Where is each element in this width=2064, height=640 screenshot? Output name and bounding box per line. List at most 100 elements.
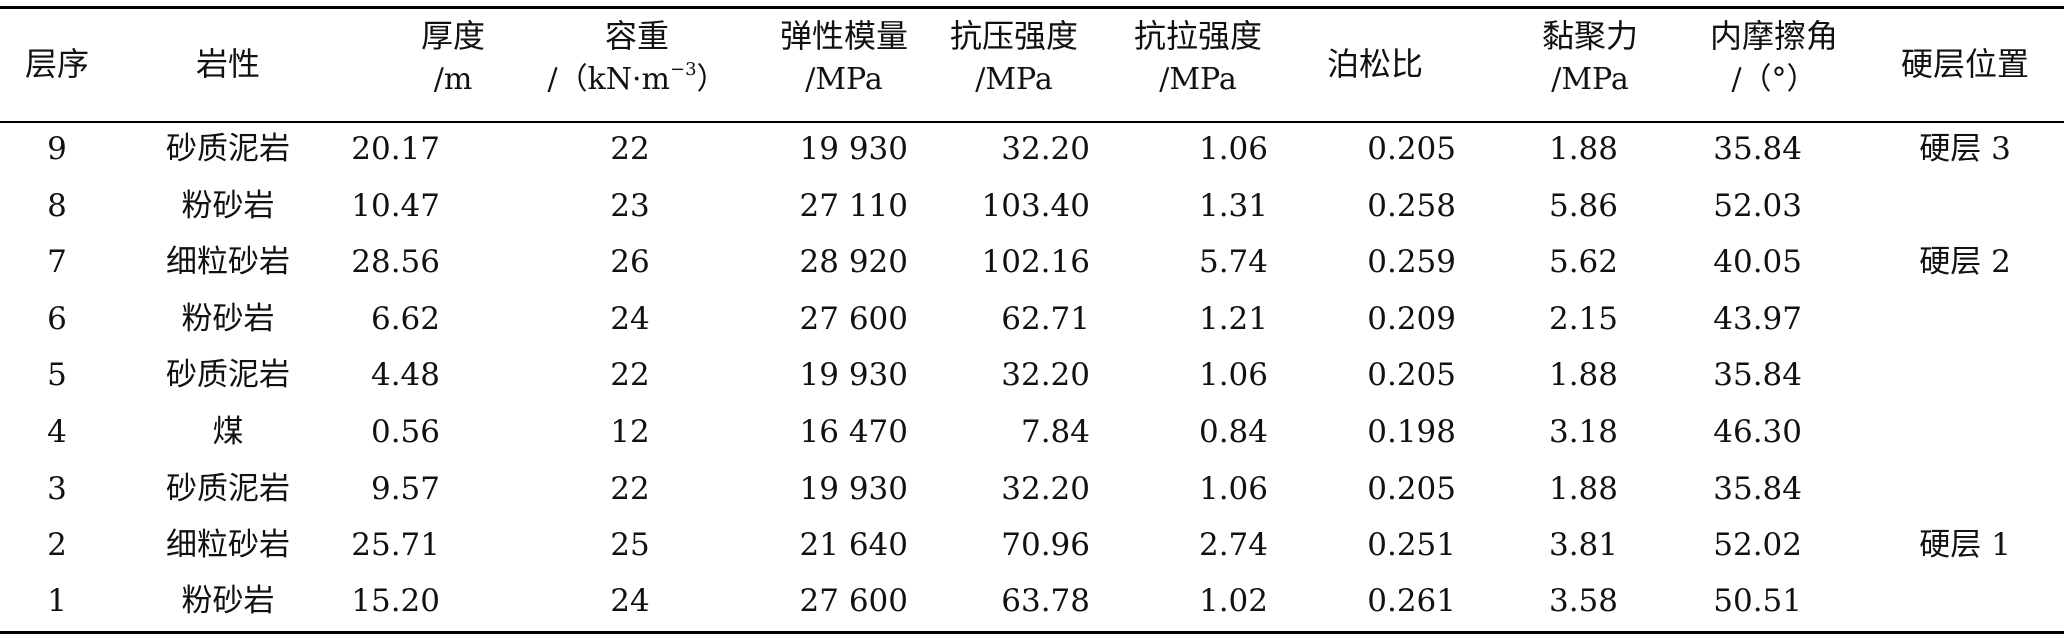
table-cell-tensile-strength: 2.74 xyxy=(1198,527,1268,563)
table-cell-unit-weight: 23 xyxy=(610,188,650,224)
table-cell-layer-order: 2 xyxy=(47,527,67,563)
table-cell-tensile-strength: 0.84 xyxy=(1198,414,1268,450)
table-cell-thickness: 28.56 xyxy=(351,244,440,280)
table-cell-elastic-modulus: 19 930 xyxy=(799,357,908,393)
table-cell-poisson-ratio: 0.205 xyxy=(1367,471,1456,507)
table-cell-lithology: 煤 xyxy=(212,414,244,450)
table-header-rule xyxy=(0,121,2064,123)
table-cell-compressive-strength: 62.71 xyxy=(1001,301,1090,337)
table-cell-friction-angle: 43.97 xyxy=(1713,301,1802,337)
table-cell-unit-weight: 22 xyxy=(610,471,650,507)
table-cell-hard-layer-position: 硬层 2 xyxy=(1919,244,2011,280)
table-cell-compressive-strength: 32.20 xyxy=(1001,131,1090,167)
table-cell-poisson-ratio: 0.258 xyxy=(1367,188,1456,224)
table-cell-elastic-modulus: 27 600 xyxy=(799,583,908,619)
table-cell-cohesion: 1.88 xyxy=(1548,471,1618,507)
table-cell-cohesion: 5.62 xyxy=(1548,244,1618,280)
table-cell-cohesion: 3.81 xyxy=(1548,527,1618,563)
table-cell-poisson-ratio: 0.205 xyxy=(1367,131,1456,167)
table-cell-poisson-ratio: 0.251 xyxy=(1367,527,1456,563)
table-cell-lithology: 粉砂岩 xyxy=(181,583,275,619)
column-header-label: 层序 xyxy=(24,45,90,83)
table-cell-unit-weight: 26 xyxy=(610,244,650,280)
column-header-unit: /MPa xyxy=(975,62,1053,97)
table-cell-friction-angle: 40.05 xyxy=(1713,244,1802,280)
table-cell-compressive-strength: 102.16 xyxy=(981,244,1090,280)
column-header-lithology: 岩性 xyxy=(196,42,260,86)
table-cell-poisson-ratio: 0.209 xyxy=(1367,301,1456,337)
table-cell-thickness: 20.17 xyxy=(351,131,440,167)
table-cell-lithology: 细粒砂岩 xyxy=(166,527,290,563)
table-cell-unit-weight: 25 xyxy=(610,527,650,563)
table-cell-compressive-strength: 103.40 xyxy=(981,188,1090,224)
column-header-label: 黏聚力 xyxy=(1541,17,1639,55)
column-header-label: 弹性模量 xyxy=(779,17,909,55)
table-cell-hard-layer-position: 硬层 3 xyxy=(1919,131,2011,167)
table-cell-lithology: 粉砂岩 xyxy=(181,301,275,337)
table-cell-thickness: 6.62 xyxy=(370,301,440,337)
table-cell-thickness: 0.56 xyxy=(370,414,440,450)
table-cell-friction-angle: 46.30 xyxy=(1713,414,1802,450)
table-cell-unit-weight: 24 xyxy=(610,583,650,619)
column-header-unit-weight: 容重 /（kN·m−3） xyxy=(547,14,726,102)
table-cell-layer-order: 4 xyxy=(47,414,67,450)
table-cell-tensile-strength: 1.06 xyxy=(1198,131,1268,167)
column-header-label: 抗拉强度 xyxy=(1133,17,1263,55)
table-cell-lithology: 细粒砂岩 xyxy=(166,244,290,280)
table-cell-compressive-strength: 32.20 xyxy=(1001,471,1090,507)
table-top-rule xyxy=(0,6,2064,9)
column-header-unit: /MPa xyxy=(805,62,883,97)
table-cell-layer-order: 9 xyxy=(47,131,67,167)
table-cell-thickness: 15.20 xyxy=(351,583,440,619)
table-cell-unit-weight: 22 xyxy=(610,131,650,167)
table-cell-unit-weight: 22 xyxy=(610,357,650,393)
table-cell-cohesion: 3.58 xyxy=(1548,583,1618,619)
table-cell-thickness: 4.48 xyxy=(370,357,440,393)
column-header-label: 抗压强度 xyxy=(949,17,1079,55)
table-cell-lithology: 砂质泥岩 xyxy=(166,131,290,167)
table-cell-friction-angle: 52.02 xyxy=(1713,527,1802,563)
column-header-friction-angle: 内摩擦角 /（°） xyxy=(1710,14,1838,102)
table-cell-elastic-modulus: 19 930 xyxy=(799,131,908,167)
table-bottom-rule xyxy=(0,631,2064,634)
column-header-cohesion: 黏聚力/MPa xyxy=(1542,14,1638,102)
column-header-unit: /MPa xyxy=(1551,62,1629,97)
table-cell-unit-weight: 24 xyxy=(610,301,650,337)
table-cell-friction-angle: 50.51 xyxy=(1713,583,1802,619)
column-header-unit: /（kN·m−3） xyxy=(547,59,727,98)
table-cell-friction-angle: 52.03 xyxy=(1713,188,1802,224)
column-header-elastic-modulus: 弹性模量/MPa xyxy=(780,14,908,102)
table-cell-elastic-modulus: 16 470 xyxy=(799,414,908,450)
table-cell-lithology: 粉砂岩 xyxy=(181,188,275,224)
table-cell-layer-order: 6 xyxy=(47,301,67,337)
table-cell-friction-angle: 35.84 xyxy=(1713,131,1802,167)
table-cell-cohesion: 1.88 xyxy=(1548,357,1618,393)
table-cell-poisson-ratio: 0.261 xyxy=(1367,583,1456,619)
column-header-layer-order: 层序 xyxy=(25,42,89,86)
table-cell-layer-order: 7 xyxy=(47,244,67,280)
table-cell-thickness: 9.57 xyxy=(370,471,440,507)
table-cell-compressive-strength: 70.96 xyxy=(1001,527,1090,563)
table-cell-elastic-modulus: 19 930 xyxy=(799,471,908,507)
table-cell-cohesion: 2.15 xyxy=(1548,301,1618,337)
column-header-label: 泊松比 xyxy=(1326,45,1424,83)
column-header-label: 硬层位置 xyxy=(1900,45,2030,83)
table-cell-elastic-modulus: 27 110 xyxy=(799,188,908,224)
table-cell-thickness: 10.47 xyxy=(351,188,440,224)
column-header-unit: /m xyxy=(433,62,473,97)
table-cell-layer-order: 1 xyxy=(47,583,67,619)
column-header-unit: /MPa xyxy=(1159,62,1237,97)
table-cell-elastic-modulus: 21 640 xyxy=(799,527,908,563)
table-cell-hard-layer-position: 硬层 1 xyxy=(1919,527,2011,563)
table-cell-elastic-modulus: 27 600 xyxy=(799,301,908,337)
table-cell-unit-weight: 12 xyxy=(610,414,650,450)
column-header-label: 内摩擦角 xyxy=(1709,17,1839,55)
table-cell-compressive-strength: 32.20 xyxy=(1001,357,1090,393)
column-header-label: 厚度 xyxy=(420,17,486,55)
column-header-poisson-ratio: 泊松比 xyxy=(1327,42,1423,86)
table-cell-layer-order: 3 xyxy=(47,471,67,507)
table-cell-compressive-strength: 63.78 xyxy=(1001,583,1090,619)
column-header-thickness: 厚度/m xyxy=(421,14,485,102)
table-cell-tensile-strength: 1.02 xyxy=(1198,583,1268,619)
table-cell-compressive-strength: 7.84 xyxy=(1020,414,1090,450)
